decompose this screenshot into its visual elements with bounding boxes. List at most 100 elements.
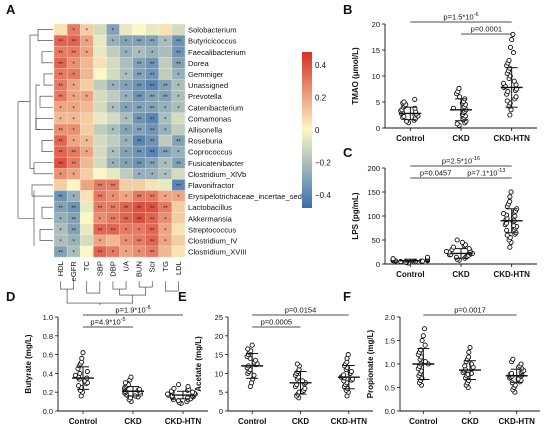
- heatmap-cell: [145, 112, 159, 125]
- dendrogram-branch: [41, 140, 53, 152]
- heatmap-cell: [93, 24, 107, 36]
- x-tick-label: CKD-HTN: [493, 134, 530, 143]
- heatmap-cell: [54, 179, 68, 191]
- y-axis-label: Acetate (mg/L): [194, 336, 203, 392]
- heatmap-cell: [106, 234, 120, 247]
- heatmap-cell: [145, 234, 159, 247]
- heatmap-cell: [67, 201, 81, 213]
- heatmap-cell: [54, 90, 68, 102]
- panel-d: D 0.0 0.2 0.4 0.6 0.8 1.0 Butyrate (mg/L) Contro…: [6, 289, 208, 426]
- data-point: [176, 382, 182, 388]
- data-point: [467, 344, 473, 351]
- heatmap-cell: [145, 101, 159, 113]
- significance-mark: **: [150, 140, 155, 146]
- significance-mark: *: [164, 106, 167, 112]
- x-tick-label: CKD-HTN: [498, 417, 535, 426]
- heatmap-cell: [54, 168, 68, 180]
- dendrogram-branch: [35, 118, 53, 130]
- heatmap-row-label: Clostridium_IV: [188, 236, 238, 245]
- heatmap-cell: [158, 68, 173, 80]
- heatmap-cell: [158, 212, 173, 224]
- significance-mark: **: [58, 251, 63, 257]
- heatmap-cell: [93, 223, 107, 236]
- significance-mark: *: [138, 228, 141, 234]
- heatmap-cell: [132, 101, 146, 113]
- y-tick-label: 1.5: [385, 337, 395, 346]
- data-point: [509, 37, 515, 43]
- p-value-label: p=2.5*10-16: [442, 156, 480, 166]
- heatmap-row-label: Lactobacillus: [188, 203, 232, 212]
- heatmap-cell: [80, 246, 94, 258]
- p-value-exponent: -13: [497, 168, 505, 174]
- data-point: [506, 57, 512, 63]
- significance-mark: *: [112, 151, 115, 157]
- data-point: [450, 244, 456, 250]
- heatmap-cell: [158, 168, 173, 180]
- p-value-text: p=1.5*10: [443, 13, 473, 22]
- heatmap-row-label: Faecalibacterium: [188, 48, 246, 57]
- heatmap-cell: [158, 146, 173, 158]
- y-tick-label: 25: [215, 313, 223, 322]
- dendrogram-branch: [33, 162, 53, 175]
- heatmap-cell: [106, 223, 120, 236]
- heatmap-cell: [54, 223, 68, 236]
- significance-mark: **: [150, 73, 155, 79]
- heatmap-cell: [106, 90, 120, 102]
- significance-mark: *: [138, 51, 141, 57]
- dendrogram-branch: [29, 34, 38, 169]
- heatmap-cell: [67, 112, 81, 125]
- y-tick-label: 15: [215, 351, 223, 360]
- significance-mark: *: [112, 29, 115, 35]
- x-tick-label: CKD-HTN: [165, 417, 202, 426]
- y-tick-label: 5: [376, 98, 380, 107]
- heatmap-cell: [158, 112, 173, 125]
- heatmap-cell: [93, 246, 107, 258]
- heatmap-cell: [119, 46, 133, 58]
- significance-mark: **: [58, 40, 63, 46]
- data-point: [401, 99, 407, 105]
- p-value-label: p=7.1*10-13: [467, 168, 505, 178]
- heatmap-cell: [67, 234, 81, 247]
- p-value-text: p=0.0457: [420, 169, 452, 178]
- significance-mark: **: [71, 40, 76, 46]
- heatmap-cell: [145, 46, 159, 58]
- heatmap-cell: [54, 234, 68, 247]
- significance-mark: **: [58, 195, 63, 201]
- significance-mark: *: [164, 195, 167, 201]
- heatmap-cell: [132, 190, 146, 202]
- heatmap-cell: [158, 190, 173, 202]
- heatmap-row-label: Dorea: [188, 59, 209, 68]
- heatmap-cell: [158, 46, 173, 58]
- heatmap-cell: [93, 101, 107, 113]
- heatmap-cell: [132, 135, 146, 147]
- dendrogram-branch: [43, 73, 53, 86]
- data-point: [84, 368, 90, 375]
- heatmap-cell: [80, 90, 94, 102]
- heatmap-cell: [106, 123, 120, 136]
- panel-label-a: A: [6, 2, 16, 17]
- row-dendrogram: [17, 29, 53, 246]
- y-tick-label: 0.4: [43, 369, 53, 378]
- x-tick-label: Control: [396, 134, 424, 143]
- significance-mark: **: [98, 228, 103, 234]
- heatmap-cell: [80, 79, 94, 91]
- data-point: [390, 256, 396, 262]
- data-point: [79, 355, 85, 361]
- heatmap-cell: [67, 57, 81, 69]
- colorbar-tick-label: 0: [315, 126, 320, 135]
- data-point: [454, 237, 460, 243]
- heatmap-column-label: BUN: [135, 261, 144, 277]
- p-value-exponent: -5: [121, 317, 126, 323]
- dendrogram-branch: [41, 51, 53, 64]
- heatmap-cell: [80, 223, 94, 236]
- significance-mark: *: [99, 217, 102, 223]
- data-point: [507, 194, 513, 200]
- heatmap-cell: [145, 212, 159, 224]
- heatmap-cell: [145, 179, 159, 191]
- heatmap-cell: [171, 246, 186, 258]
- heatmap-row-label: Allisonella: [188, 125, 223, 134]
- data-point: [507, 44, 514, 50]
- significance-mark: **: [58, 128, 63, 134]
- heatmap-cell: [158, 123, 173, 136]
- heatmap-cell: [171, 68, 186, 80]
